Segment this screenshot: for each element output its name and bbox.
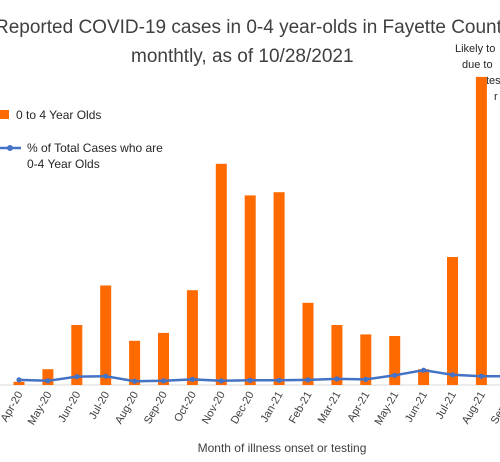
chart-title-line-1: Reported COVID-19 cases in 0-4 year-olds… xyxy=(0,17,500,38)
bar-Jan-21 xyxy=(273,192,285,385)
bar-Apr-20 xyxy=(13,381,25,385)
x-tick-labels: Apr-20 May-20 Jun-20 Jul-20 Aug-20 Sep-20 Oct-… xyxy=(0,390,500,428)
percent-point-May-21 xyxy=(392,372,398,378)
x-axis-title: Month of illness onset or testing xyxy=(198,441,367,455)
bar-Jun-20 xyxy=(71,325,83,385)
bar-Aug-21 xyxy=(475,76,487,386)
bar-Jul-20 xyxy=(100,285,112,385)
percent-point-Feb-21 xyxy=(305,377,311,383)
percent-point-Apr-21 xyxy=(363,376,369,382)
percent-point-Dec-20 xyxy=(247,377,253,383)
percent-point-May-20 xyxy=(45,378,51,384)
percent-point-Jun-21 xyxy=(421,367,427,373)
annotation-line-3: tes xyxy=(486,75,500,87)
x-tick-Nov-20: Nov-20 xyxy=(200,390,228,427)
x-tick-Oct-20: Oct-20 xyxy=(172,390,199,425)
legend-swatch-cases xyxy=(0,110,9,119)
annotation-line-1: Likely to xyxy=(455,43,495,55)
percent-point-Jun-20 xyxy=(74,374,80,380)
percent-point-Aug-21 xyxy=(478,373,484,379)
bar-Nov-20 xyxy=(215,163,227,385)
annotation: Likely to due to tes r xyxy=(455,43,500,103)
bar-May-21 xyxy=(389,336,401,385)
bar-Sep-20 xyxy=(158,332,169,385)
percent-point-Oct-20 xyxy=(189,376,195,382)
legend-label-cases: 0 to 4 Year Olds xyxy=(16,108,101,122)
bar-Dec-20 xyxy=(244,195,256,385)
percent-point-Sep-20 xyxy=(160,378,167,384)
x-tick-Aug-21: Aug-21 xyxy=(460,390,488,427)
bar-Mar-21 xyxy=(331,325,343,385)
legend-label-percent-line2: 0-4 Year Olds xyxy=(27,157,100,171)
bar-Apr-21 xyxy=(360,334,372,385)
line-layer xyxy=(16,367,500,384)
x-tick-Dec-20: Dec-20 xyxy=(229,390,257,427)
x-tick-Mar-21: Mar-21 xyxy=(316,390,344,426)
x-tick-Sep-21: Sep-21 xyxy=(489,390,500,427)
x-tick-Feb-21: Feb-21 xyxy=(287,390,315,426)
percent-point-Nov-20 xyxy=(218,378,224,384)
bar-Feb-21 xyxy=(302,302,314,385)
bar-Jul-21 xyxy=(447,257,458,385)
legend-label-percent-line1: % of Total Cases who are xyxy=(27,141,163,155)
x-tick-Sep-20: Sep-20 xyxy=(142,390,170,427)
x-tick-Apr-21: Apr-21 xyxy=(345,390,372,425)
x-tick-Apr-20: Apr-20 xyxy=(0,390,26,425)
x-tick-Aug-20: Aug-20 xyxy=(113,390,141,427)
bars-layer xyxy=(13,76,487,386)
annotation-line-4: r xyxy=(494,91,498,103)
bar-May-20 xyxy=(42,369,54,385)
x-tick-Jul-21: Jul-21 xyxy=(434,390,459,422)
x-tick-Jun-21: Jun-21 xyxy=(403,390,430,425)
percent-point-Apr-20 xyxy=(16,377,22,383)
percent-point-Mar-21 xyxy=(334,376,340,382)
percent-point-Aug-20 xyxy=(132,378,138,384)
annotation-line-2: due to xyxy=(462,59,493,71)
percent-point-Jul-20 xyxy=(103,373,109,379)
percent-point-Jul-21 xyxy=(449,372,456,378)
x-tick-May-20: May-20 xyxy=(26,390,55,428)
bar-Jun-21 xyxy=(418,369,430,385)
legend: 0 to 4 Year Olds % of Total Cases who ar… xyxy=(0,108,163,171)
legend-marker-percent xyxy=(7,145,13,151)
bar-Aug-20 xyxy=(129,340,141,385)
x-tick-May-21: May-21 xyxy=(373,390,402,428)
x-tick-Jul-20: Jul-20 xyxy=(87,390,112,422)
percent-point-Jan-21 xyxy=(276,377,282,383)
bar-Oct-20 xyxy=(186,290,198,385)
x-tick-Jun-20: Jun-20 xyxy=(56,390,83,425)
x-tick-Jan-21: Jan-21 xyxy=(258,390,285,425)
chart-title-line-2: monthtly, as of 10/28/2021 xyxy=(131,46,354,67)
